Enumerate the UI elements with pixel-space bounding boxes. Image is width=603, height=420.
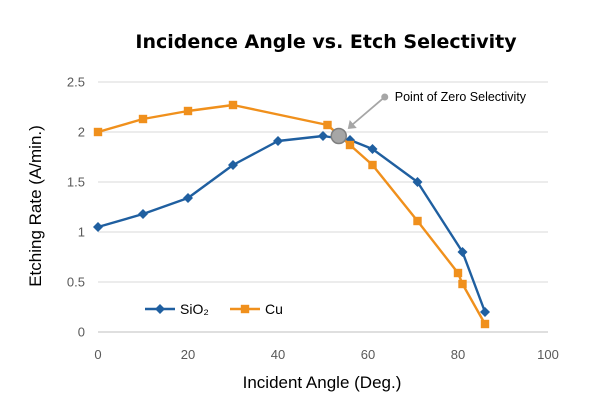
data-point-cu (93, 127, 103, 137)
y-axis-title: Etching Rate (A/min.) (26, 125, 45, 287)
chart-title: Incidence Angle vs. Etch Selectivity (135, 31, 517, 53)
annotation-arrowhead (347, 120, 357, 129)
y-axis-ticks: 0 0.5 1 1.5 2 2.5 (67, 75, 85, 340)
data-point-cu (480, 319, 490, 329)
data-point-sio2 (318, 131, 328, 141)
y-tick-label: 0 (78, 325, 85, 340)
data-point-sio2 (183, 193, 193, 203)
data-point-sio2 (138, 209, 148, 219)
zero-selectivity-marker (330, 127, 347, 145)
data-point-cu (458, 279, 467, 289)
annotation-group: Point of Zero Selectivity (330, 90, 527, 145)
legend-marker-cu (240, 304, 250, 314)
series-line-sio2 (97, 134, 487, 313)
legend-label-sio2: SiO₂ (180, 301, 209, 317)
data-point-cu (453, 268, 463, 278)
x-tick-label: 80 (451, 347, 465, 362)
data-point-sio2 (480, 307, 490, 317)
x-axis-title: Incident Angle (Deg.) (243, 373, 402, 392)
y-tick-label: 2 (78, 125, 85, 140)
series-group (93, 100, 490, 329)
data-point-sio2 (412, 177, 423, 187)
annotation-label: Point of Zero Selectivity (395, 90, 527, 104)
y-tick-label: 1 (78, 225, 85, 240)
x-tick-label: 20 (181, 347, 195, 362)
data-point-sio2 (228, 160, 238, 170)
y-tick-label: 1.5 (67, 175, 85, 190)
legend-marker-sio2 (155, 304, 165, 314)
series-line-cu (97, 103, 487, 325)
x-tick-label: 40 (271, 347, 285, 362)
data-point-sio2 (273, 136, 283, 146)
data-point-cu (183, 106, 193, 116)
data-point-cu (413, 216, 422, 226)
y-tick-label: 2.5 (67, 75, 85, 90)
annotation-anchor-dot (381, 93, 389, 101)
data-point-cu (368, 160, 377, 170)
data-point-sio2 (457, 247, 468, 257)
x-axis-ticks: 0 20 40 60 80 100 (94, 347, 558, 362)
data-point-cu (228, 100, 238, 110)
x-tick-label: 0 (94, 347, 101, 362)
y-tick-label: 0.5 (67, 275, 85, 290)
legend: SiO₂ Cu (145, 301, 283, 317)
x-tick-label: 100 (537, 347, 559, 362)
annotation-arrow (350, 96, 386, 127)
data-point-sio2 (93, 222, 103, 232)
legend-label-cu: Cu (265, 301, 283, 317)
data-point-cu (345, 140, 355, 150)
x-tick-label: 60 (361, 347, 375, 362)
data-point-sio2 (367, 144, 378, 154)
data-point-cu (323, 120, 332, 130)
data-point-cu (138, 114, 148, 124)
